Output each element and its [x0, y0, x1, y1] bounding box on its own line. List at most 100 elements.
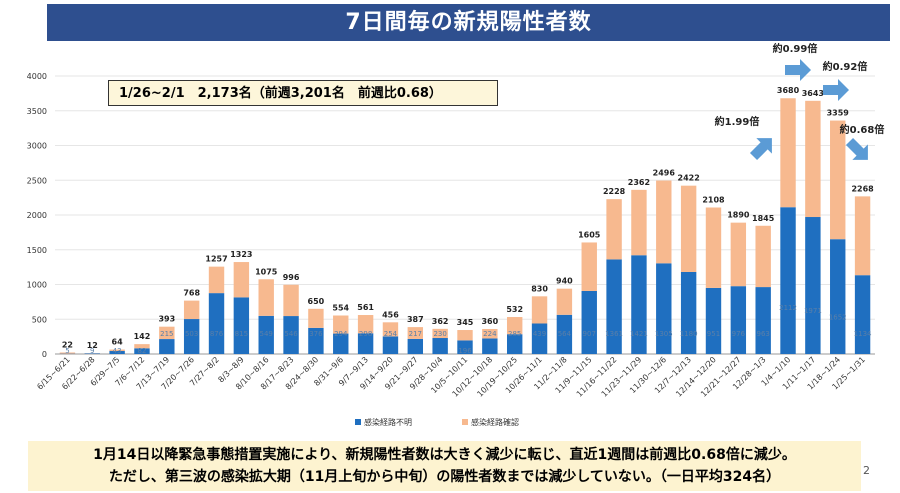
bar-unknown [357, 333, 374, 354]
bar-confirmed [308, 308, 324, 328]
inner-label: 2112 [779, 304, 797, 312]
total-label: 2496 [653, 169, 676, 178]
page-title: 7日間毎の新規陽性者数 [47, 4, 890, 41]
total-label: 830 [531, 284, 548, 293]
y-tick-label: 1500 [27, 246, 47, 255]
inner-label: 254 [384, 330, 398, 338]
inner-label: 951 [707, 330, 720, 338]
bar-confirmed [183, 300, 200, 320]
bar-confirmed [805, 100, 821, 218]
inner-label: 876 [210, 330, 224, 338]
bar-confirmed [631, 189, 647, 256]
bar-confirmed [159, 326, 175, 340]
bar-unknown [730, 286, 747, 354]
bar-confirmed [656, 180, 672, 264]
total-label: 940 [556, 277, 573, 286]
bar-confirmed [233, 262, 250, 298]
total-label: 2362 [628, 178, 650, 187]
inner-label: 1134 [854, 330, 872, 338]
bar-unknown [556, 314, 573, 354]
total-label: 22 [62, 340, 73, 349]
total-label: 2422 [678, 174, 700, 183]
y-tick-label: 4000 [27, 72, 47, 81]
bar-unknown [382, 336, 399, 354]
total-label: 554 [332, 303, 349, 312]
total-label: 2268 [851, 184, 874, 193]
inner-label: 1421 [630, 330, 648, 338]
bar-unknown [84, 353, 100, 354]
total-label: 12 [87, 341, 98, 350]
legend-label-unknown: 感染経路不明 [364, 417, 412, 427]
ratio-label: 約0.92倍 [823, 60, 868, 73]
inner-label: 564 [558, 330, 572, 338]
total-label: 64 [112, 338, 124, 347]
bar-unknown [531, 323, 548, 354]
inner-label: 217 [409, 330, 422, 338]
ratio-arrow [845, 137, 868, 160]
bar-unknown [506, 334, 523, 354]
total-label: 561 [357, 303, 374, 312]
bar-confirmed [134, 344, 150, 349]
inner-label: 224 [483, 330, 497, 338]
total-label: 3680 [777, 86, 800, 95]
bar-confirmed [705, 207, 722, 288]
y-tick-label: 3500 [27, 107, 47, 116]
bar-confirmed [482, 328, 498, 339]
bar-unknown [432, 338, 448, 354]
inner-label: 976 [732, 330, 746, 338]
bar-confirmed [556, 288, 573, 315]
weekly-summary-box: 1/26~2/1 2,173名（前週3,201名 前週比0.68） [108, 80, 498, 106]
inner-label: 196 [458, 347, 472, 355]
bar-confirmed [606, 199, 622, 260]
total-label: 1890 [727, 211, 750, 220]
bar-confirmed [680, 185, 697, 272]
bar-confirmed [407, 327, 424, 339]
inner-label: 1971 [804, 307, 822, 315]
legend-swatch-unknown [355, 419, 361, 425]
bar-unknown [407, 338, 424, 354]
bar-unknown [283, 316, 299, 354]
total-label: 1075 [255, 267, 278, 276]
bar-unknown [606, 259, 622, 354]
ratio-arrow [823, 79, 849, 101]
total-label: 393 [158, 315, 175, 324]
bar-unknown [159, 339, 175, 354]
footer-line-1: 1月14日以降緊急事態措置実施により、新規陽性者数は大きく減少に転じ、直近1週間… [93, 447, 796, 463]
bar-unknown [680, 271, 697, 354]
total-label: 996 [283, 273, 300, 282]
y-tick-label: 500 [32, 315, 47, 324]
legend-swatch-confirmed [462, 419, 468, 425]
bar-unknown [109, 351, 125, 354]
inner-label: 298 [359, 330, 372, 338]
bar-unknown [780, 207, 796, 354]
total-label: 1257 [205, 255, 227, 264]
bar-confirmed [854, 196, 871, 276]
bar-unknown [631, 255, 647, 354]
total-label: 456 [382, 310, 399, 319]
inner-label: 907 [583, 330, 596, 338]
total-label: 345 [457, 318, 474, 327]
bar-confirmed [382, 322, 399, 337]
bar-confirmed [258, 279, 274, 316]
inner-label: 439 [533, 330, 546, 338]
y-tick-label: 0 [42, 350, 47, 359]
total-label: 2108 [702, 195, 725, 204]
inner-label: 9 [90, 347, 94, 355]
inner-label: 1180 [680, 330, 698, 338]
inner-label: 82 [138, 347, 147, 355]
bar-unknown [258, 315, 274, 354]
bar-confirmed [457, 330, 473, 341]
bar-confirmed [333, 315, 349, 334]
ratio-arrow [785, 59, 811, 81]
y-tick-label: 2000 [27, 211, 47, 220]
bar-confirmed [830, 120, 846, 240]
total-label: 3359 [827, 109, 850, 118]
bar-unknown [830, 239, 846, 354]
inner-label: 815 [235, 330, 248, 338]
total-label: 1605 [578, 230, 601, 239]
inner-label: 1652 [829, 314, 847, 322]
bar-confirmed [432, 328, 448, 339]
page-number: 2 [863, 464, 870, 477]
footer-note: 1月14日以降緊急事態措置実施により、新規陽性者数は大きく減少に転じ、直近1週間… [28, 441, 861, 491]
bar-unknown [457, 340, 473, 354]
